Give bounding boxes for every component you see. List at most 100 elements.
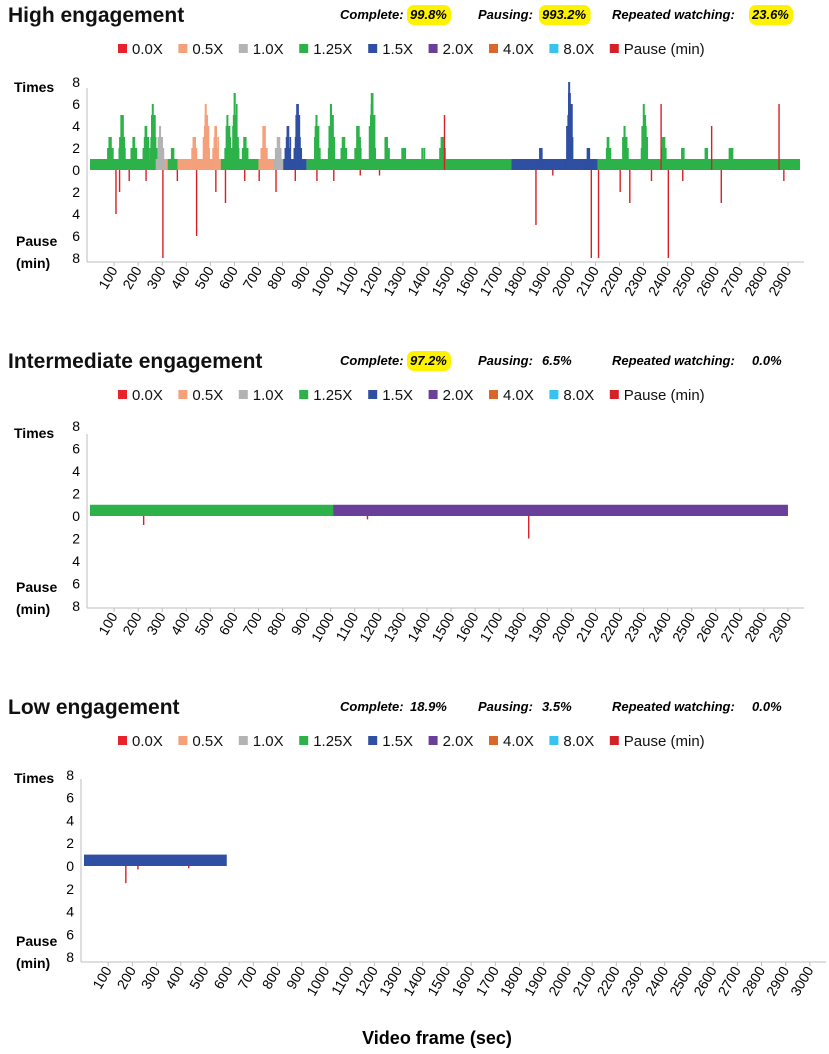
y-tick-label: 2 <box>72 531 80 547</box>
repeat-peak-bar <box>587 148 590 170</box>
repeat-bar <box>229 137 231 170</box>
legend-swatch <box>368 44 378 53</box>
pause-bar <box>244 170 246 181</box>
pause-bar <box>667 170 670 258</box>
legend-label: 0.5X <box>192 733 223 750</box>
legend-swatch <box>118 44 127 53</box>
pause-up-bar <box>778 104 780 170</box>
repeat-peak-bar <box>233 93 236 170</box>
repeat-peak-bar <box>329 104 332 170</box>
x-tick-label: 2500 <box>669 263 699 298</box>
repeat-peak-bar <box>243 137 246 170</box>
repeat-peak-bar <box>440 137 443 170</box>
x-tick-label: 700 <box>234 963 260 991</box>
stat-label: Repeated watching: <box>612 353 735 368</box>
x-tick-label: 1100 <box>332 609 361 643</box>
x-tick-label: 700 <box>240 609 266 637</box>
x-tick-label: 1800 <box>500 263 530 298</box>
y-tick-label: 0 <box>72 162 80 178</box>
stat-label: Pausing: <box>478 353 533 368</box>
y-tick-label: 8 <box>72 598 80 614</box>
stat-highlight <box>407 5 451 25</box>
y-tick-label: 6 <box>72 441 80 457</box>
legend-label: Pause (min) <box>624 387 705 404</box>
pause-bar <box>590 170 593 258</box>
pause-up-bar <box>710 126 713 170</box>
repeat-peak-bar <box>421 148 424 170</box>
legend-swatch <box>118 390 127 399</box>
repeat-bar <box>137 159 140 170</box>
legend-swatch <box>428 736 438 745</box>
repeat-peak-bar <box>296 104 299 170</box>
x-tick-label: 1400 <box>404 263 434 298</box>
repeat-bar <box>663 137 666 170</box>
repeat-peak-bar <box>568 82 571 170</box>
repeat-peak-bar <box>356 126 359 170</box>
y-tick-label: 8 <box>72 250 80 266</box>
pause-bar <box>142 516 145 525</box>
repeat-bar <box>625 137 628 170</box>
x-tick-label: 2400 <box>645 609 675 644</box>
legend-label: 4.0X <box>503 387 534 404</box>
x-tick-label: 2300 <box>621 609 651 644</box>
y-tick-label: 6 <box>66 790 74 806</box>
x-tick-label: 600 <box>210 963 236 991</box>
legend-label: 0.5X <box>192 387 223 404</box>
watch-segment-bar <box>84 854 227 866</box>
pause-bar <box>552 170 554 176</box>
x-tick-label: 200 <box>113 963 139 991</box>
x-tick-label: 400 <box>167 609 193 637</box>
x-tick-label: 500 <box>186 963 212 991</box>
repeat-bar <box>238 159 241 170</box>
y-tick-label: 4 <box>72 553 80 569</box>
repeat-bar <box>647 159 650 170</box>
repeat-bar <box>122 115 124 170</box>
stat-value: 99.8% <box>410 7 447 22</box>
x-tick-label: 100 <box>95 609 121 637</box>
repeat-bar <box>281 159 284 170</box>
y-bottom-label-2: (min) <box>16 255 50 271</box>
repeat-peak-bar <box>341 137 344 170</box>
x-tick-label: 2600 <box>693 263 723 298</box>
x-axis-label: Video frame (sec) <box>362 1028 512 1048</box>
legend-swatch <box>549 44 559 53</box>
x-tick-label: 800 <box>264 263 290 291</box>
repeat-bar <box>291 159 294 170</box>
repeat-peak-bar <box>681 148 684 170</box>
repeat-bar <box>734 159 736 170</box>
x-tick-label: 400 <box>167 263 193 291</box>
legend-swatch <box>489 44 498 53</box>
pause-bar <box>619 170 621 192</box>
y-top-label: Times <box>14 425 54 441</box>
x-tick-label: 2800 <box>739 963 769 998</box>
legend-swatch <box>489 390 498 399</box>
x-tick-label: 2200 <box>593 963 623 998</box>
watch-segment-bar <box>90 159 143 170</box>
x-tick-label: 2200 <box>597 263 627 298</box>
y-tick-label: 8 <box>72 418 80 434</box>
legend-swatch <box>238 736 248 745</box>
x-tick-label: 2900 <box>765 263 795 298</box>
stat-label: Complete: <box>340 699 404 714</box>
legend-swatch <box>299 390 309 399</box>
watch-segment-bar <box>511 159 598 170</box>
repeat-bar <box>175 159 178 170</box>
y-tick-label: 6 <box>66 926 74 942</box>
pause-bar <box>188 866 190 869</box>
x-tick-label: 600 <box>215 609 241 637</box>
legend-label: 0.0X <box>132 733 163 750</box>
x-tick-label: 2400 <box>645 263 675 298</box>
y-tick-label: 8 <box>72 74 80 90</box>
stat-label: Pausing: <box>478 7 533 22</box>
watch-segment-bar <box>597 159 800 170</box>
x-tick-label: 2100 <box>573 609 603 644</box>
repeat-bar <box>375 159 378 170</box>
x-tick-label: 2500 <box>669 609 699 644</box>
x-tick-label: 100 <box>89 963 115 991</box>
x-tick-label: 1000 <box>303 963 333 998</box>
repeat-peak-bar <box>606 137 609 170</box>
panel-title: Intermediate engagement <box>8 350 262 373</box>
repeat-bar <box>267 159 269 170</box>
repeat-bar <box>161 137 163 170</box>
